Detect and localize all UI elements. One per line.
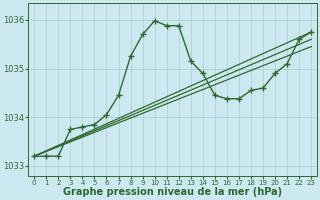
X-axis label: Graphe pression niveau de la mer (hPa): Graphe pression niveau de la mer (hPa) [63,187,282,197]
